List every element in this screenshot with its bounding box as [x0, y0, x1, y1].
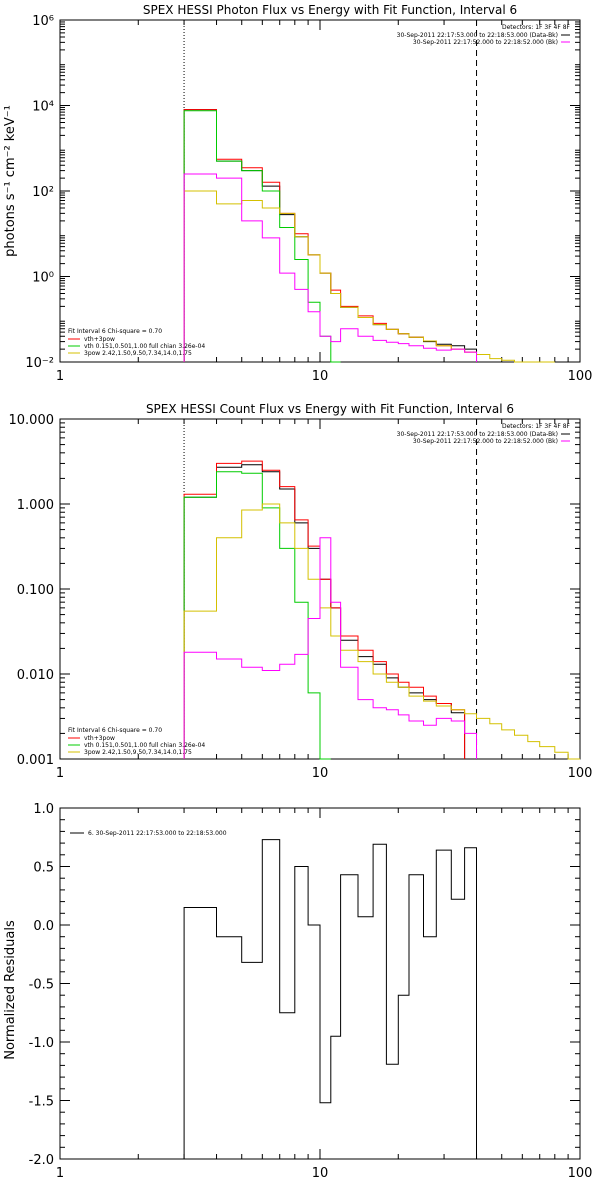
count-flux-legend-data-label: 30-Sep-2011 22:17:53.000 to 22:18:53.000…: [397, 431, 558, 438]
count-flux-title: SPEX HESSI Count Flux vs Energy with Fit…: [146, 402, 514, 416]
photon-flux-y-tick-label: 10²: [32, 185, 54, 200]
count-flux-y-tick-label: 0.001: [17, 753, 54, 768]
photon-flux-x-tick-label: 1: [56, 369, 64, 384]
photon-flux-legend-top: Detectors: 1F 3F 4F 8F 30-Sep-2011 22:17…: [397, 24, 571, 46]
count-flux-series-3pow: [183, 503, 580, 760]
count-flux-fit-header: Fit Interval 6 Chi-square = 0.70: [68, 727, 162, 734]
photon-flux-legend-data-label: 30-Sep-2011 22:17:53.000 to 22:18:53.000…: [397, 32, 558, 39]
count-flux-fit-3pow-label: 3pow 2.42,1.50,9.50,7.34,14.0,1.75: [84, 749, 192, 756]
count-flux-y-tick-label: 0.010: [17, 668, 54, 683]
residuals-y-tick-label: -1.0: [29, 1036, 54, 1051]
count-flux-series-bk: [183, 537, 477, 759]
photon-flux-fit-header: Fit Interval 6 Chi-square = 0.70: [68, 328, 162, 335]
photon-flux-x-tick-label: 10: [312, 369, 329, 384]
photon-flux-fit-vth-label: vth 0.151,0.501,1.00 full chian 3.26e-04: [84, 343, 205, 350]
count-flux-x-tick-label: 10: [312, 766, 329, 781]
residuals-y-tick-label: -2.0: [29, 1153, 54, 1168]
count-flux-fit-vth-label: vth 0.151,0.501,1.00 full chian 3.26e-04: [84, 742, 205, 749]
count-flux-legend-header: Detectors: 1F 3F 4F 8F: [502, 423, 571, 430]
count-flux-fit-sum-label: vth+3pow: [84, 735, 115, 742]
count-flux-legend-top: Detectors: 1F 3F 4F 8F 30-Sep-2011 22:17…: [397, 423, 571, 445]
residuals-y-tick-label: -0.5: [29, 978, 54, 993]
residuals-x-tick-label: 1: [56, 1166, 64, 1181]
photon-flux-legend-fit: Fit Interval 6 Chi-square = 0.70 vth+3po…: [68, 328, 205, 357]
residuals-y-tick-label: -1.5: [29, 1095, 54, 1110]
photon-flux-fit-3pow-label: 3pow 2.42,1.50,9.50,7.34,14.0,1.75: [84, 350, 192, 357]
residuals-y-tick-label: 1.0: [33, 802, 54, 817]
photon-flux-legend-header: Detectors: 1F 3F 4F 8F: [502, 24, 571, 31]
residuals-marks: 1 10 100 -2.0 -1.5 -1.0 -0.5 0.0 0.5 1.0: [29, 802, 593, 1181]
photon-flux-y-tick-label: 10⁰: [32, 271, 54, 286]
count-flux-x-tick-label: 100: [568, 766, 593, 781]
photon-flux-ylabel: photons s⁻¹ cm⁻² keV⁻¹: [3, 105, 18, 257]
count-flux-x-tick-label: 1: [56, 766, 64, 781]
residuals-y-tick-label: 0.5: [33, 861, 54, 876]
photon-flux-x-tick-label: 100: [568, 369, 593, 384]
photon-flux-legend-bk-label: 30-Sep-2011 22:17:52.000 to 22:18:52.000…: [413, 39, 558, 46]
count-flux-panel: SPEX HESSI Count Flux vs Energy with Fit…: [9, 402, 593, 781]
residuals-x-tick-label: 10: [312, 1166, 329, 1181]
count-flux-y-tick-label: 1.000: [17, 498, 54, 513]
residuals-legend: 6. 30-Sep-2011 22:17:53.000 to 22:18:53.…: [70, 830, 227, 837]
residuals-panel: Normalized Residuals 1 10 100 -2.0 -1.5 -1.0 -…: [3, 802, 592, 1181]
residuals-ylabel: Normalized Residuals: [3, 920, 18, 1060]
residuals-y-tick-label: 0.0: [33, 919, 54, 934]
photon-flux-series-3pow: [183, 190, 555, 363]
photon-flux-fit-sum-label: vth+3pow: [84, 336, 115, 343]
photon-flux-y-tick-label: 10⁻²: [25, 356, 54, 371]
count-flux-y-tick-label: 0.100: [17, 583, 54, 598]
photon-flux-y-tick-label: 10⁶: [32, 14, 54, 29]
photon-flux-series-bk: [183, 173, 477, 362]
photon-flux-y-tick-label: 10⁴: [32, 100, 54, 115]
count-flux-y-tick-label: 10.000: [9, 413, 55, 428]
count-flux-legend-fit: Fit Interval 6 Chi-square = 0.70 vth+3po…: [68, 727, 205, 756]
residuals-x-tick-label: 100: [568, 1166, 593, 1181]
count-flux-legend-bk-label: 30-Sep-2011 22:17:52.000 to 22:18:52.000…: [413, 438, 558, 445]
photon-flux-marks: 1 10 100 10⁻² 10⁰ 10² 10⁴ 10⁶: [25, 14, 592, 384]
residuals-series-residuals: [183, 839, 477, 1159]
count-flux-marks: 1 10 100 0.001 0.010 0.100 1.000 10.000: [9, 413, 593, 781]
photon-flux-title: SPEX HESSI Photon Flux vs Energy with Fi…: [143, 3, 517, 17]
photon-flux-panel: SPEX HESSI Photon Flux vs Energy with Fi…: [3, 3, 592, 384]
residuals-legend-label: 6. 30-Sep-2011 22:17:53.000 to 22:18:53.…: [88, 830, 227, 837]
